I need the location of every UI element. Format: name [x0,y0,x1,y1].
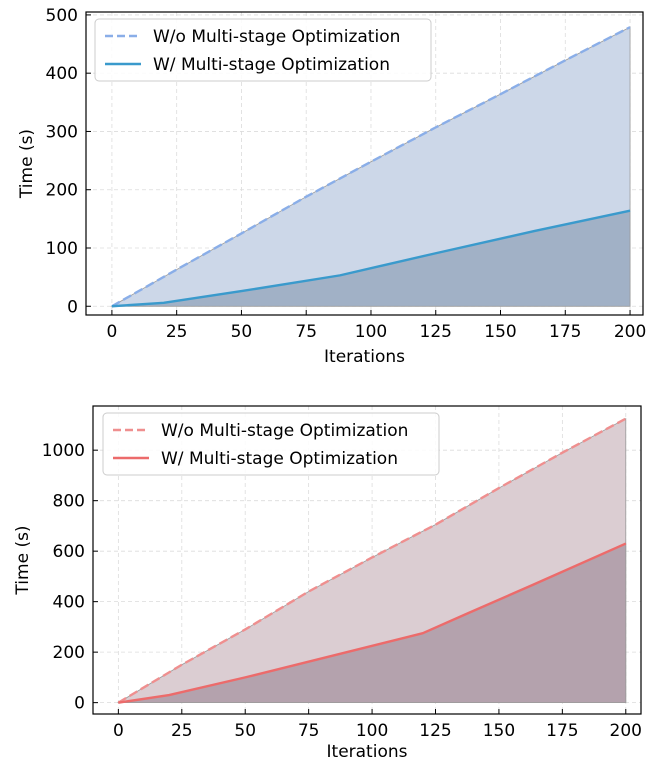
y-tick-label-600: 600 [53,542,85,562]
x-tick-label-175: 175 [546,721,578,741]
y-tick-label-200: 200 [46,181,78,201]
legend-label-1: W/o Multi-stage Optimization [161,421,408,441]
series-2-line [111,209,631,308]
y-tick-label-100: 100 [46,239,78,259]
series-2-line [118,542,627,704]
series-1-line [111,26,631,308]
y-tick-label-200: 200 [53,643,85,663]
x-tick-label-50: 50 [234,721,256,741]
legend-label-1: W/o Multi-stage Optimization [153,27,400,47]
legend: W/o Multi-stage Optimization W/ Multi-sta… [94,18,432,82]
x-axis-label: Iterations [327,742,408,762]
plot-frame [85,11,644,316]
chart-2: 0 25 50 75 100 125 150 175 200 0 200 400 600 800 1000 I… [13,405,642,762]
y-tick-label-0: 0 [74,694,85,714]
y-tick-label-0: 0 [67,297,78,317]
legend: W/o Multi-stage Optimization W/ Multi-sta… [102,412,440,476]
y-tick-label-400: 400 [53,593,85,613]
x-tick-label-175: 175 [549,322,581,342]
x-tick-label-25: 25 [171,721,193,741]
legend-box [102,412,440,476]
chart-1: 0 25 50 75 100 125 150 175 200 0 100 200 300 400 500 It… [17,6,646,367]
series-1-line [117,417,627,704]
x-tick-label-0: 0 [106,322,117,342]
x-tick-label-75: 75 [298,721,320,741]
legend-box [94,18,432,82]
y-axis-label: Time (s) [17,129,37,199]
x-tick-label-75: 75 [295,322,317,342]
x-tick-label-200: 200 [614,322,646,342]
x-tick-label-200: 200 [610,721,642,741]
y-tick-label-1000: 1000 [42,441,85,461]
x-tick-label-25: 25 [166,322,188,342]
y-tick-label-800: 800 [53,492,85,512]
x-tick-label-150: 150 [484,322,516,342]
x-tick-label-100: 100 [355,322,387,342]
x-tick-label-0: 0 [113,721,124,741]
y-tick-label-500: 500 [46,6,78,26]
x-tick-label-125: 125 [419,721,451,741]
x-tick-label-150: 150 [483,721,515,741]
x-tick-label-125: 125 [420,322,452,342]
y-axis-label: Time (s) [13,525,33,595]
plot-frame [92,405,642,715]
x-axis-label: Iterations [324,347,405,367]
legend-label-2: W/ Multi-stage Optimization [153,55,390,75]
y-tick-label-400: 400 [46,64,78,84]
x-tick-label-50: 50 [231,322,253,342]
x-tick-label-100: 100 [356,721,388,741]
y-tick-label-300: 300 [46,122,78,142]
legend-label-2: W/ Multi-stage Optimization [161,449,398,469]
